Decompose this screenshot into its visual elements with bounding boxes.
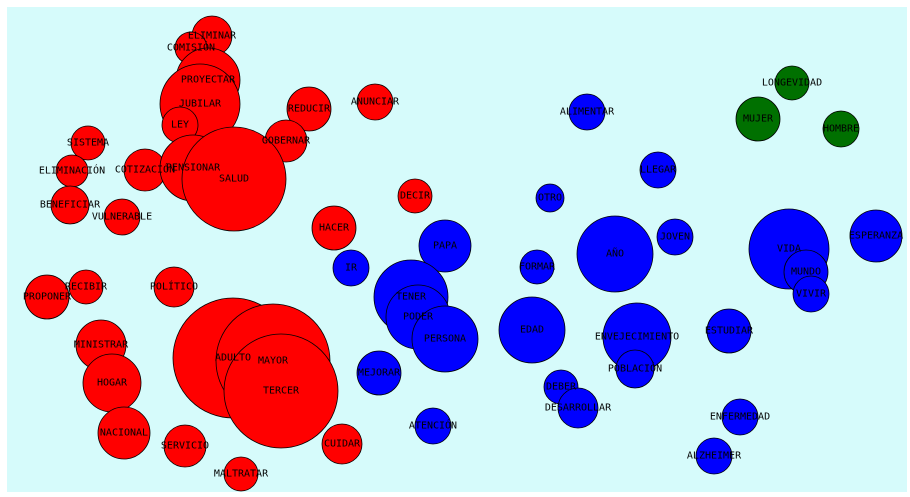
bubble-recibir [68, 269, 104, 305]
bubble-sistema [70, 125, 106, 161]
bubble-enfermedad [721, 398, 759, 436]
label-formar: FORMAR [519, 262, 556, 273]
bubble-desarrollar [557, 387, 599, 429]
label-ano: AÑO [606, 247, 624, 260]
label-tener: TENER [396, 292, 427, 303]
label-decir: DECIR [400, 191, 431, 202]
bubble-politico [153, 266, 195, 308]
label-cuidar: CUIDAR [324, 439, 361, 450]
bubble-hacer [311, 205, 357, 251]
label-adulto: ADULTO [215, 353, 251, 364]
bubble-tercer [223, 333, 339, 449]
bubble-poblacion [615, 349, 655, 389]
bubble-alzheimer [695, 437, 733, 475]
label-persona: PERSONA [424, 334, 466, 345]
label-joven: JOVEN [660, 232, 690, 243]
label-nacional: NACIONAL [100, 428, 148, 439]
bubble-longevidad [774, 65, 810, 101]
bubble-cuidar [321, 423, 363, 465]
label-sistema: SISTEMA [67, 138, 109, 149]
label-comision: COMISIÓN [167, 41, 215, 54]
bubble-esperanza [849, 209, 903, 263]
label-vida: VIDA [777, 244, 801, 255]
bubble-salud [181, 126, 287, 232]
label-politico: POLÍTICO [150, 280, 198, 293]
label-servicio: SERVICIO [161, 441, 209, 452]
bubble-mujer [735, 96, 781, 142]
bubble-reducir [286, 86, 332, 132]
label-otro: OTRO [538, 193, 562, 204]
label-ir: IR [345, 263, 358, 274]
bubble-ir [332, 249, 370, 287]
label-mundo: MUNDO [791, 267, 821, 278]
bubble-nacional [97, 406, 151, 460]
label-proponer: PROPONER [23, 292, 72, 303]
label-beneficiar: BENEFICIAR [40, 200, 101, 211]
label-reducir: REDUCIR [288, 104, 331, 115]
label-ley: LEY [171, 120, 189, 131]
label-longevidad: LONGEVIDAD [762, 78, 822, 89]
bubble-hombre [822, 110, 860, 148]
bubble-estudiar [706, 308, 752, 354]
label-gobernar: GOBERNAR [262, 136, 311, 147]
bubble-maltratar [223, 456, 259, 492]
bubble-llegar [639, 151, 677, 189]
label-deber: DEBER [546, 382, 577, 393]
bubble-edad [498, 296, 566, 364]
label-salud: SALUD [219, 174, 249, 185]
bubble-decir [397, 178, 433, 214]
label-tercer: TERCER [263, 386, 300, 397]
label-mejorar: MEJORAR [358, 368, 401, 379]
bubble-vulnerable [103, 198, 141, 236]
bubble-ano [576, 215, 654, 293]
bubble-beneficiar [50, 185, 90, 225]
bubble-otro [535, 183, 565, 213]
label-anunciar: ANUNCIAR [351, 97, 400, 108]
label-esperanza: ESPERANZA [849, 231, 903, 242]
label-papa: PAPA [433, 241, 457, 252]
bubble-alimentar [568, 93, 606, 131]
label-desarrollar: DESARROLLAR [545, 403, 612, 414]
label-atencion: ATENCIÓN [409, 419, 457, 432]
label-vulnerable: VULNERABLE [92, 212, 152, 223]
label-maltratar: MALTRATAR [214, 469, 269, 480]
label-recibir: RECIBIR [65, 282, 108, 293]
label-hogar: HOGAR [97, 378, 128, 389]
bubble-formar [519, 249, 555, 285]
label-enfermedad: ENFERMEDAD [710, 412, 770, 423]
bubble-papa [418, 219, 472, 273]
label-alzheimer: ALZHEIMER [687, 451, 742, 462]
bubble-joven [656, 218, 694, 256]
label-vivir: VIVIR [796, 289, 827, 300]
label-proyectar: PROYECTAR [181, 75, 236, 86]
label-llegar: LLEGAR [640, 165, 677, 176]
label-mayor: MAYOR [258, 356, 289, 367]
label-poblacion: POBLACIÓN [608, 362, 662, 375]
label-edad: EDAD [520, 325, 544, 336]
label-cotizacion: COTIZACIÓN [115, 163, 175, 176]
label-envejecimiento: ENVEJECIMIENTO [595, 332, 679, 343]
bubble-mejorar [356, 350, 402, 396]
label-eliminacion: ELIMINACIÓN [39, 164, 105, 177]
label-poder: PODER [403, 312, 434, 323]
label-hombre: HOMBRE [823, 124, 859, 135]
bubble-atencion [414, 407, 452, 445]
label-eliminar: ELIMINAR [188, 31, 237, 42]
bubble-servicio [163, 424, 207, 468]
label-alimentar: ALIMENTAR [560, 107, 615, 118]
label-jubilar: JUBILAR [179, 99, 222, 110]
label-ministrar: MINISTRAR [74, 340, 129, 351]
label-mujer: MUJER [743, 114, 774, 125]
bubble-anunciar [356, 83, 394, 121]
bubble-persona [411, 305, 479, 373]
label-pensionar: PENSIONAR [166, 163, 221, 174]
label-hacer: HACER [319, 223, 350, 234]
bubble-vivir [792, 275, 830, 313]
label-estudiar: ESTUDIAR [705, 326, 754, 337]
bubble-proponer [24, 274, 70, 320]
